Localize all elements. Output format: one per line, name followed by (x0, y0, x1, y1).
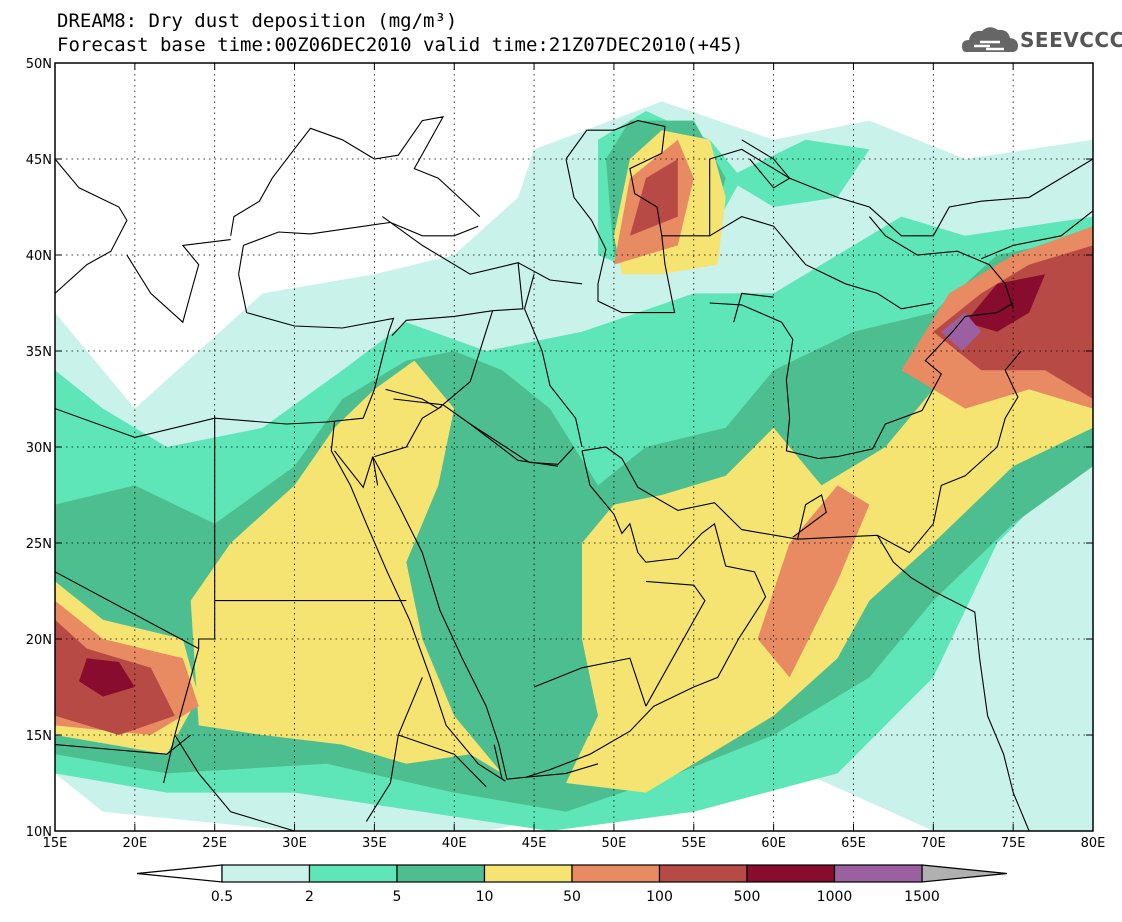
border-line (398, 734, 487, 788)
colorbar-label: 0.5 (211, 889, 233, 905)
border-line (792, 494, 827, 540)
colorbar-swatch (571, 864, 661, 883)
lon-tick-label: 55E (681, 836, 706, 851)
border-line (523, 308, 583, 448)
lon-tick-label: 30E (282, 836, 307, 851)
lat-tick-label: 10N (26, 825, 52, 840)
deposition-contour-band (725, 139, 870, 207)
border-line (493, 744, 503, 780)
border-line (334, 450, 379, 489)
border-line (365, 677, 423, 822)
border-line (523, 274, 535, 309)
colorbar-swatch (308, 864, 398, 883)
colorbar-under-triangle (136, 864, 223, 883)
colorbar-swatch (833, 864, 923, 883)
colorbar-label: 100 (646, 889, 673, 905)
colorbar-swatch (396, 864, 486, 883)
lon-tick-label: 40E (442, 836, 467, 851)
colorbar: 0.5 2 5 10 50 100 500 1000 1500 (136, 864, 1008, 905)
border-line (469, 423, 559, 467)
lon-tick-label: 75E (1001, 836, 1026, 851)
border-line (55, 571, 199, 650)
deposition-contour-band (79, 658, 135, 697)
border-line (709, 216, 934, 310)
border-line (330, 421, 506, 782)
border-line (868, 216, 990, 266)
lat-tick-label: 35N (26, 345, 52, 360)
border-line (980, 210, 1093, 260)
colorbar-label: 5 (393, 889, 402, 905)
lon-tick-label: 80E (1081, 836, 1106, 851)
border-line (709, 302, 1014, 460)
colorbar-swatch (483, 864, 573, 883)
border-line (382, 216, 524, 336)
colorbar-swatch (221, 864, 311, 883)
lon-tick-label: 35E (362, 836, 387, 851)
colorbar-swatch (658, 864, 748, 883)
colorbar-over-triangle (921, 864, 1008, 883)
colorbar-label: 1000 (817, 889, 853, 905)
border-line (55, 734, 192, 755)
border-line (733, 292, 774, 323)
coastlines-and-borders (55, 116, 1093, 831)
deposition-contour-band (629, 159, 678, 236)
axis-ticks: 15E 20E 25E 30E 35E 40E 45E 50E 55E 60E 65E 70E 75E 8… (26, 57, 1106, 851)
lat-tick-label: 20N (26, 633, 52, 648)
border-line (55, 221, 479, 438)
seevccc-logo (960, 22, 1100, 62)
lon-tick-label: 50E (602, 836, 627, 851)
colorbar-label: 500 (734, 889, 761, 905)
border-line (517, 262, 583, 285)
border-line (877, 350, 1022, 554)
graticule (55, 63, 1093, 831)
lat-tick-label: 30N (26, 441, 52, 456)
lon-tick-label: 25E (202, 836, 227, 851)
lon-tick-label: 70E (921, 836, 946, 851)
deposition-fields (55, 101, 1093, 831)
border-line (526, 763, 599, 778)
border-line (374, 406, 442, 458)
colorbar-label: 50 (563, 889, 581, 905)
deposition-contour-band (757, 485, 870, 678)
border-line (126, 239, 231, 324)
border-line (372, 450, 767, 780)
cloud-icon (962, 27, 1018, 52)
colorbar-label: 10 (476, 889, 494, 905)
lon-tick-label: 65E (841, 836, 866, 851)
colorbar-label: 1500 (904, 889, 940, 905)
lat-tick-label: 40N (26, 249, 52, 264)
border-line (645, 580, 706, 707)
lon-tick-label: 60E (761, 836, 786, 851)
map-title: DREAM8: Dry dust deposition (mg/m³) (57, 10, 458, 32)
deposition-contour-band (941, 312, 982, 351)
border-line (55, 158, 128, 294)
forecast-time-subtitle: Forecast base time:00Z06DEC2010 valid ti… (57, 34, 744, 56)
border-line (230, 116, 481, 236)
lat-tick-label: 45N (26, 153, 52, 168)
deposition-contour-band (965, 274, 1046, 332)
lat-tick-label: 50N (26, 57, 52, 72)
border-line (988, 264, 1014, 309)
border-line (533, 657, 647, 707)
lat-tick-label: 15N (26, 729, 52, 744)
colorbar-swatch (746, 864, 836, 883)
deposition-contour-band (190, 360, 503, 774)
border-line (174, 734, 295, 831)
logo-text: SEEVCCC (1020, 28, 1122, 52)
lon-tick-label: 20E (122, 836, 147, 851)
colorbar-label: 2 (305, 889, 314, 905)
lon-tick-label: 15E (43, 836, 68, 851)
border-line (393, 398, 575, 465)
lat-tick-label: 25N (26, 537, 52, 552)
lon-tick-label: 45E (522, 836, 547, 851)
